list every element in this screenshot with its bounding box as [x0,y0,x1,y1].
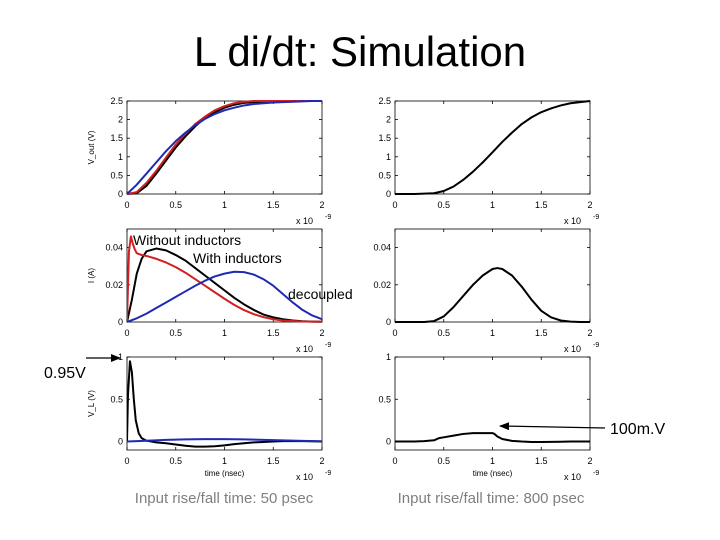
x-tick-label: 0.5 [169,328,182,338]
annotation-100mV: 100m.V [610,421,665,438]
x-tick-label: 0 [392,328,397,338]
caption-left: Input rise/fall time: 50 psec [135,490,314,507]
y-tick-label: 0 [386,189,391,199]
plot-frame [127,357,322,450]
x-exponent-power: -9 [593,470,599,477]
plot-frame [395,229,590,322]
y-tick-label: 0.04 [105,243,123,253]
y-axis-label: V_L (V) [87,390,96,417]
x-exponent-label: x 10 [564,344,581,354]
x-tick-label: 0 [124,456,129,466]
y-tick-label: 0 [118,437,123,447]
x-tick-label: 1 [222,328,227,338]
x-tick-label: 2 [587,328,592,338]
chart-vout-50ps: 0 0.5 1 1.5 2 0 0.5 1 1.5 2 2.5 x 10 -9 V_out (V) [87,96,331,226]
x-tick-label: 2 [319,456,324,466]
x-tick-label: 0 [124,200,129,210]
annotation-with-inductors: With inductors [193,250,282,266]
chart-vl-50ps: 0 0.5 1 1.5 2 0 0.5 1 x 10 -9 time (nsec) V_L (V) [87,352,331,482]
y-tick-label: 2 [386,115,391,125]
x-tick-label: 1.5 [535,456,548,466]
y-tick-label: 0 [386,317,391,327]
x-axis-label: time (nsec) [205,469,245,478]
x-tick-label: 0.5 [437,456,450,466]
y-tick-label: 0 [118,317,123,327]
chart-current-800ps: 0 0.5 1 1.5 2 0 0.02 0.04 x 10 -9 [373,229,599,354]
x-tick-label: 2 [319,328,324,338]
x-tick-label: 1 [490,328,495,338]
plot-frame [395,357,590,450]
y-tick-label: 2 [118,115,123,125]
x-tick-label: 1.5 [267,456,280,466]
caption-right: Input rise/fall time: 800 psec [398,490,585,507]
y-tick-label: 0.5 [110,170,123,180]
plot-frame [395,101,590,194]
x-exponent-label: x 10 [564,472,581,482]
x-exponent-power: -9 [593,342,599,349]
y-tick-label: 1.5 [378,133,391,143]
y-tick-label: 0.02 [105,280,123,290]
x-exponent-power: -9 [593,214,599,221]
x-exponent-label: x 10 [296,216,313,226]
y-axis-label: V_out (V) [87,130,96,164]
x-tick-label: 0.5 [169,200,182,210]
x-tick-label: 2 [587,200,592,210]
x-tick-label: 0.5 [437,328,450,338]
annotation-without-inductors: Without inductors [133,232,241,248]
y-tick-label: 0.5 [110,394,123,404]
x-tick-label: 1 [490,456,495,466]
annotation-decoupled: decoupled [288,286,353,302]
y-tick-label: 0.02 [373,280,391,290]
y-tick-label: 1.5 [110,133,123,143]
y-tick-label: 2.5 [378,96,391,106]
x-tick-label: 1 [490,200,495,210]
x-tick-label: 1 [222,456,227,466]
x-tick-label: 1.5 [267,328,280,338]
x-exponent-power: -9 [325,342,331,349]
x-tick-label: 1.5 [535,328,548,338]
y-tick-label: 1 [118,152,123,162]
x-tick-label: 0.5 [437,200,450,210]
x-tick-label: 2 [587,456,592,466]
x-exponent-label: x 10 [564,216,581,226]
x-axis-label: time (nsec) [473,469,513,478]
y-axis-label: I (A) [87,268,96,283]
x-exponent-power: -9 [325,470,331,477]
x-tick-label: 0.5 [169,456,182,466]
y-tick-label: 1 [118,352,123,362]
x-tick-label: 0 [124,328,129,338]
y-tick-label: 0.5 [378,170,391,180]
x-exponent-label: x 10 [296,344,313,354]
annotation-0.95V: 0.95V [44,365,86,382]
x-exponent-power: -9 [325,214,331,221]
x-tick-label: 2 [319,200,324,210]
chart-vout-800ps: 0 0.5 1 1.5 2 0 0.5 1 1.5 2 2.5 x 10 -9 [378,96,599,226]
figure-canvas: 0 0.5 1 1.5 2 0 0.5 1 1.5 2 2.5 x 10 -9 V_out (V) 0 0.5… [0,0,720,540]
x-tick-label: 1.5 [267,200,280,210]
y-tick-label: 0 [386,437,391,447]
x-tick-label: 1 [222,200,227,210]
x-tick-label: 0 [392,200,397,210]
y-tick-label: 2.5 [110,96,123,106]
y-tick-label: 0 [118,189,123,199]
y-tick-label: 1 [386,152,391,162]
y-tick-label: 1 [386,352,391,362]
y-tick-label: 0.04 [373,243,391,253]
x-exponent-label: x 10 [296,472,313,482]
y-tick-label: 0.5 [378,394,391,404]
chart-vl-800ps: 0 0.5 1 1.5 2 0 0.5 1 x 10 -9 time (nsec) [378,352,599,482]
x-tick-label: 0 [392,456,397,466]
plot-frame [127,101,322,194]
x-tick-label: 1.5 [535,200,548,210]
